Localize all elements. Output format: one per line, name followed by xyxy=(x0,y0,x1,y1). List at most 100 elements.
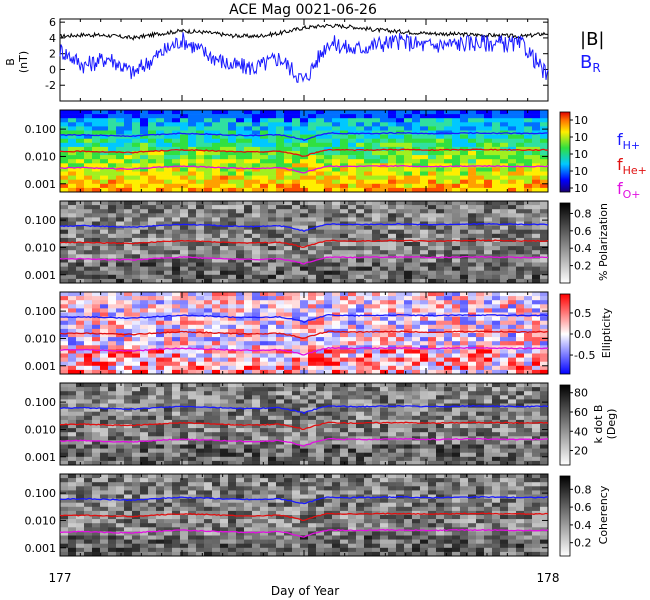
heatmap-cell xyxy=(68,159,77,164)
heatmap-cell xyxy=(468,201,477,206)
heatmap-cell xyxy=(404,361,413,367)
heatmap-cell xyxy=(452,395,461,400)
heatmap-cell xyxy=(140,201,149,206)
heatmap-cell xyxy=(420,328,429,334)
heatmap-cell xyxy=(404,369,413,375)
heatmap-cell xyxy=(292,369,301,375)
heatmap-cell xyxy=(428,316,437,321)
heatmap-cell xyxy=(236,328,245,334)
heatmap-cell xyxy=(332,159,341,164)
heatmap-cell xyxy=(308,361,317,367)
heatmap-cell xyxy=(500,183,509,189)
heatmap-cell xyxy=(100,399,109,404)
heatmap-cell xyxy=(364,383,373,388)
heatmap-cell xyxy=(364,328,373,334)
heatmap-cell xyxy=(380,114,389,119)
heatmap-cell xyxy=(476,337,485,342)
heatmap-cell xyxy=(188,349,197,354)
heatmap-cell xyxy=(500,300,509,305)
heatmap-cell xyxy=(452,278,461,284)
heatmap-cell xyxy=(380,270,389,276)
heatmap-cell xyxy=(532,205,541,210)
heatmap-cell xyxy=(124,146,133,152)
heatmap-cell xyxy=(452,179,461,185)
heatmap-cell xyxy=(428,114,437,119)
heatmap-cell xyxy=(228,221,237,226)
heatmap-cell xyxy=(500,361,509,367)
heatmap-cell xyxy=(476,270,485,276)
heatmap-cell xyxy=(212,205,221,210)
heatmap-cell xyxy=(172,432,181,437)
heatmap-cell xyxy=(364,187,373,193)
heatmap-cell xyxy=(220,403,229,408)
heatmap-cell xyxy=(220,365,229,371)
heatmap-cell xyxy=(420,233,429,239)
heatmap-cell xyxy=(540,242,549,247)
heatmap-cell xyxy=(532,300,541,305)
heatmap-cell xyxy=(372,349,381,354)
heatmap-cell xyxy=(484,415,493,421)
heatmap-cell xyxy=(324,171,333,176)
heatmap-cell xyxy=(260,278,269,284)
heatmap-cell xyxy=(228,167,237,172)
heatmap-cell xyxy=(108,213,117,218)
heatmap-cell xyxy=(516,452,525,458)
heatmap-cell xyxy=(348,444,357,449)
heatmap-cell xyxy=(228,399,237,404)
heatmap-cell xyxy=(428,130,437,135)
heatmap-cell xyxy=(356,167,365,172)
colorbar-tick-label-2: -0.5 xyxy=(574,349,595,362)
heatmap-cell xyxy=(316,221,325,226)
heatmap-cell xyxy=(260,163,269,168)
heatmap-cell xyxy=(428,138,437,144)
heatmap-cell xyxy=(404,229,413,235)
heatmap-cell xyxy=(420,349,429,354)
heatmap-cell xyxy=(204,118,213,123)
heatmap-cell xyxy=(476,142,485,148)
heatmap-cell xyxy=(532,432,541,437)
heatmap-cell xyxy=(164,337,173,342)
heatmap-cell xyxy=(276,187,285,193)
heatmap-cell xyxy=(124,229,133,235)
heatmap-cell xyxy=(516,448,525,453)
heatmap-cell xyxy=(116,415,125,421)
heatmap-cell xyxy=(116,233,125,239)
heatmap-cell xyxy=(436,365,445,371)
heatmap-cell xyxy=(252,242,261,247)
heatmap-cell xyxy=(116,126,125,131)
heatmap-cell xyxy=(540,341,549,346)
heatmap-cell xyxy=(532,328,541,334)
heatmap-cell xyxy=(516,300,525,305)
heatmap-cell xyxy=(420,296,429,301)
heatmap-cell xyxy=(516,237,525,243)
heatmap-cell xyxy=(484,357,493,362)
heatmap-cell xyxy=(180,403,189,408)
heatmap-cell xyxy=(124,403,133,408)
heatmap-cell xyxy=(284,387,293,392)
heatmap-cell xyxy=(308,167,317,172)
heatmap-cell xyxy=(324,250,333,255)
heatmap-cell xyxy=(188,278,197,284)
heatmap-cell xyxy=(68,312,77,317)
heatmap-cell xyxy=(404,118,413,123)
heatmap-cell xyxy=(380,205,389,210)
heatmap-cell xyxy=(180,424,189,429)
heatmap-cell xyxy=(396,365,405,371)
heatmap-cell xyxy=(148,179,157,185)
heatmap-cell xyxy=(148,213,157,218)
heatmap-cell xyxy=(92,118,101,123)
heatmap-cell xyxy=(124,110,133,115)
heatmap-cell xyxy=(324,383,333,388)
heatmap-cell xyxy=(188,221,197,226)
heatmap-cell xyxy=(284,179,293,185)
heatmap-cell xyxy=(212,187,221,193)
heatmap-cell xyxy=(260,262,269,267)
heatmap-cell xyxy=(340,201,349,206)
heatmap-cell xyxy=(108,187,117,193)
heatmap-cell xyxy=(260,399,269,404)
heatmap-cell xyxy=(84,365,93,371)
heatmap-cell xyxy=(292,110,301,115)
heatmap-cell xyxy=(452,387,461,392)
heatmap-cell xyxy=(132,167,141,172)
heatmap-cell xyxy=(100,151,109,156)
